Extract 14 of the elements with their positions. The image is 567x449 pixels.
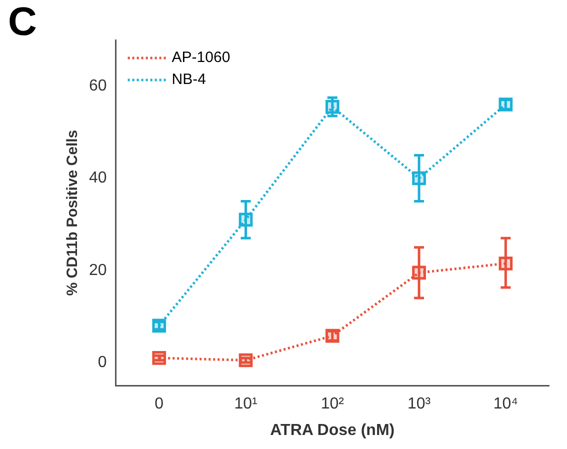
y-tick-label: 60 — [89, 77, 107, 94]
x-tick-label: 10⁴ — [493, 396, 518, 413]
legend-label: NB-4 — [172, 71, 206, 88]
x-tick-label: 10¹ — [234, 396, 258, 413]
y-tick-label: 20 — [89, 262, 107, 279]
x-tick-label: 10² — [320, 396, 345, 413]
y-axis-title: % CD11b Positive Cells — [64, 130, 82, 296]
y-tick-label: 40 — [89, 170, 107, 187]
y-tick-label: 0 — [98, 354, 107, 371]
x-axis-title: ATRA Dose (nM) — [270, 422, 395, 439]
x-tick-label: 0 — [154, 396, 164, 413]
legend-label: AP-1060 — [172, 49, 230, 66]
x-tick-label: 10³ — [407, 396, 432, 413]
text: C — [8, 0, 37, 45]
